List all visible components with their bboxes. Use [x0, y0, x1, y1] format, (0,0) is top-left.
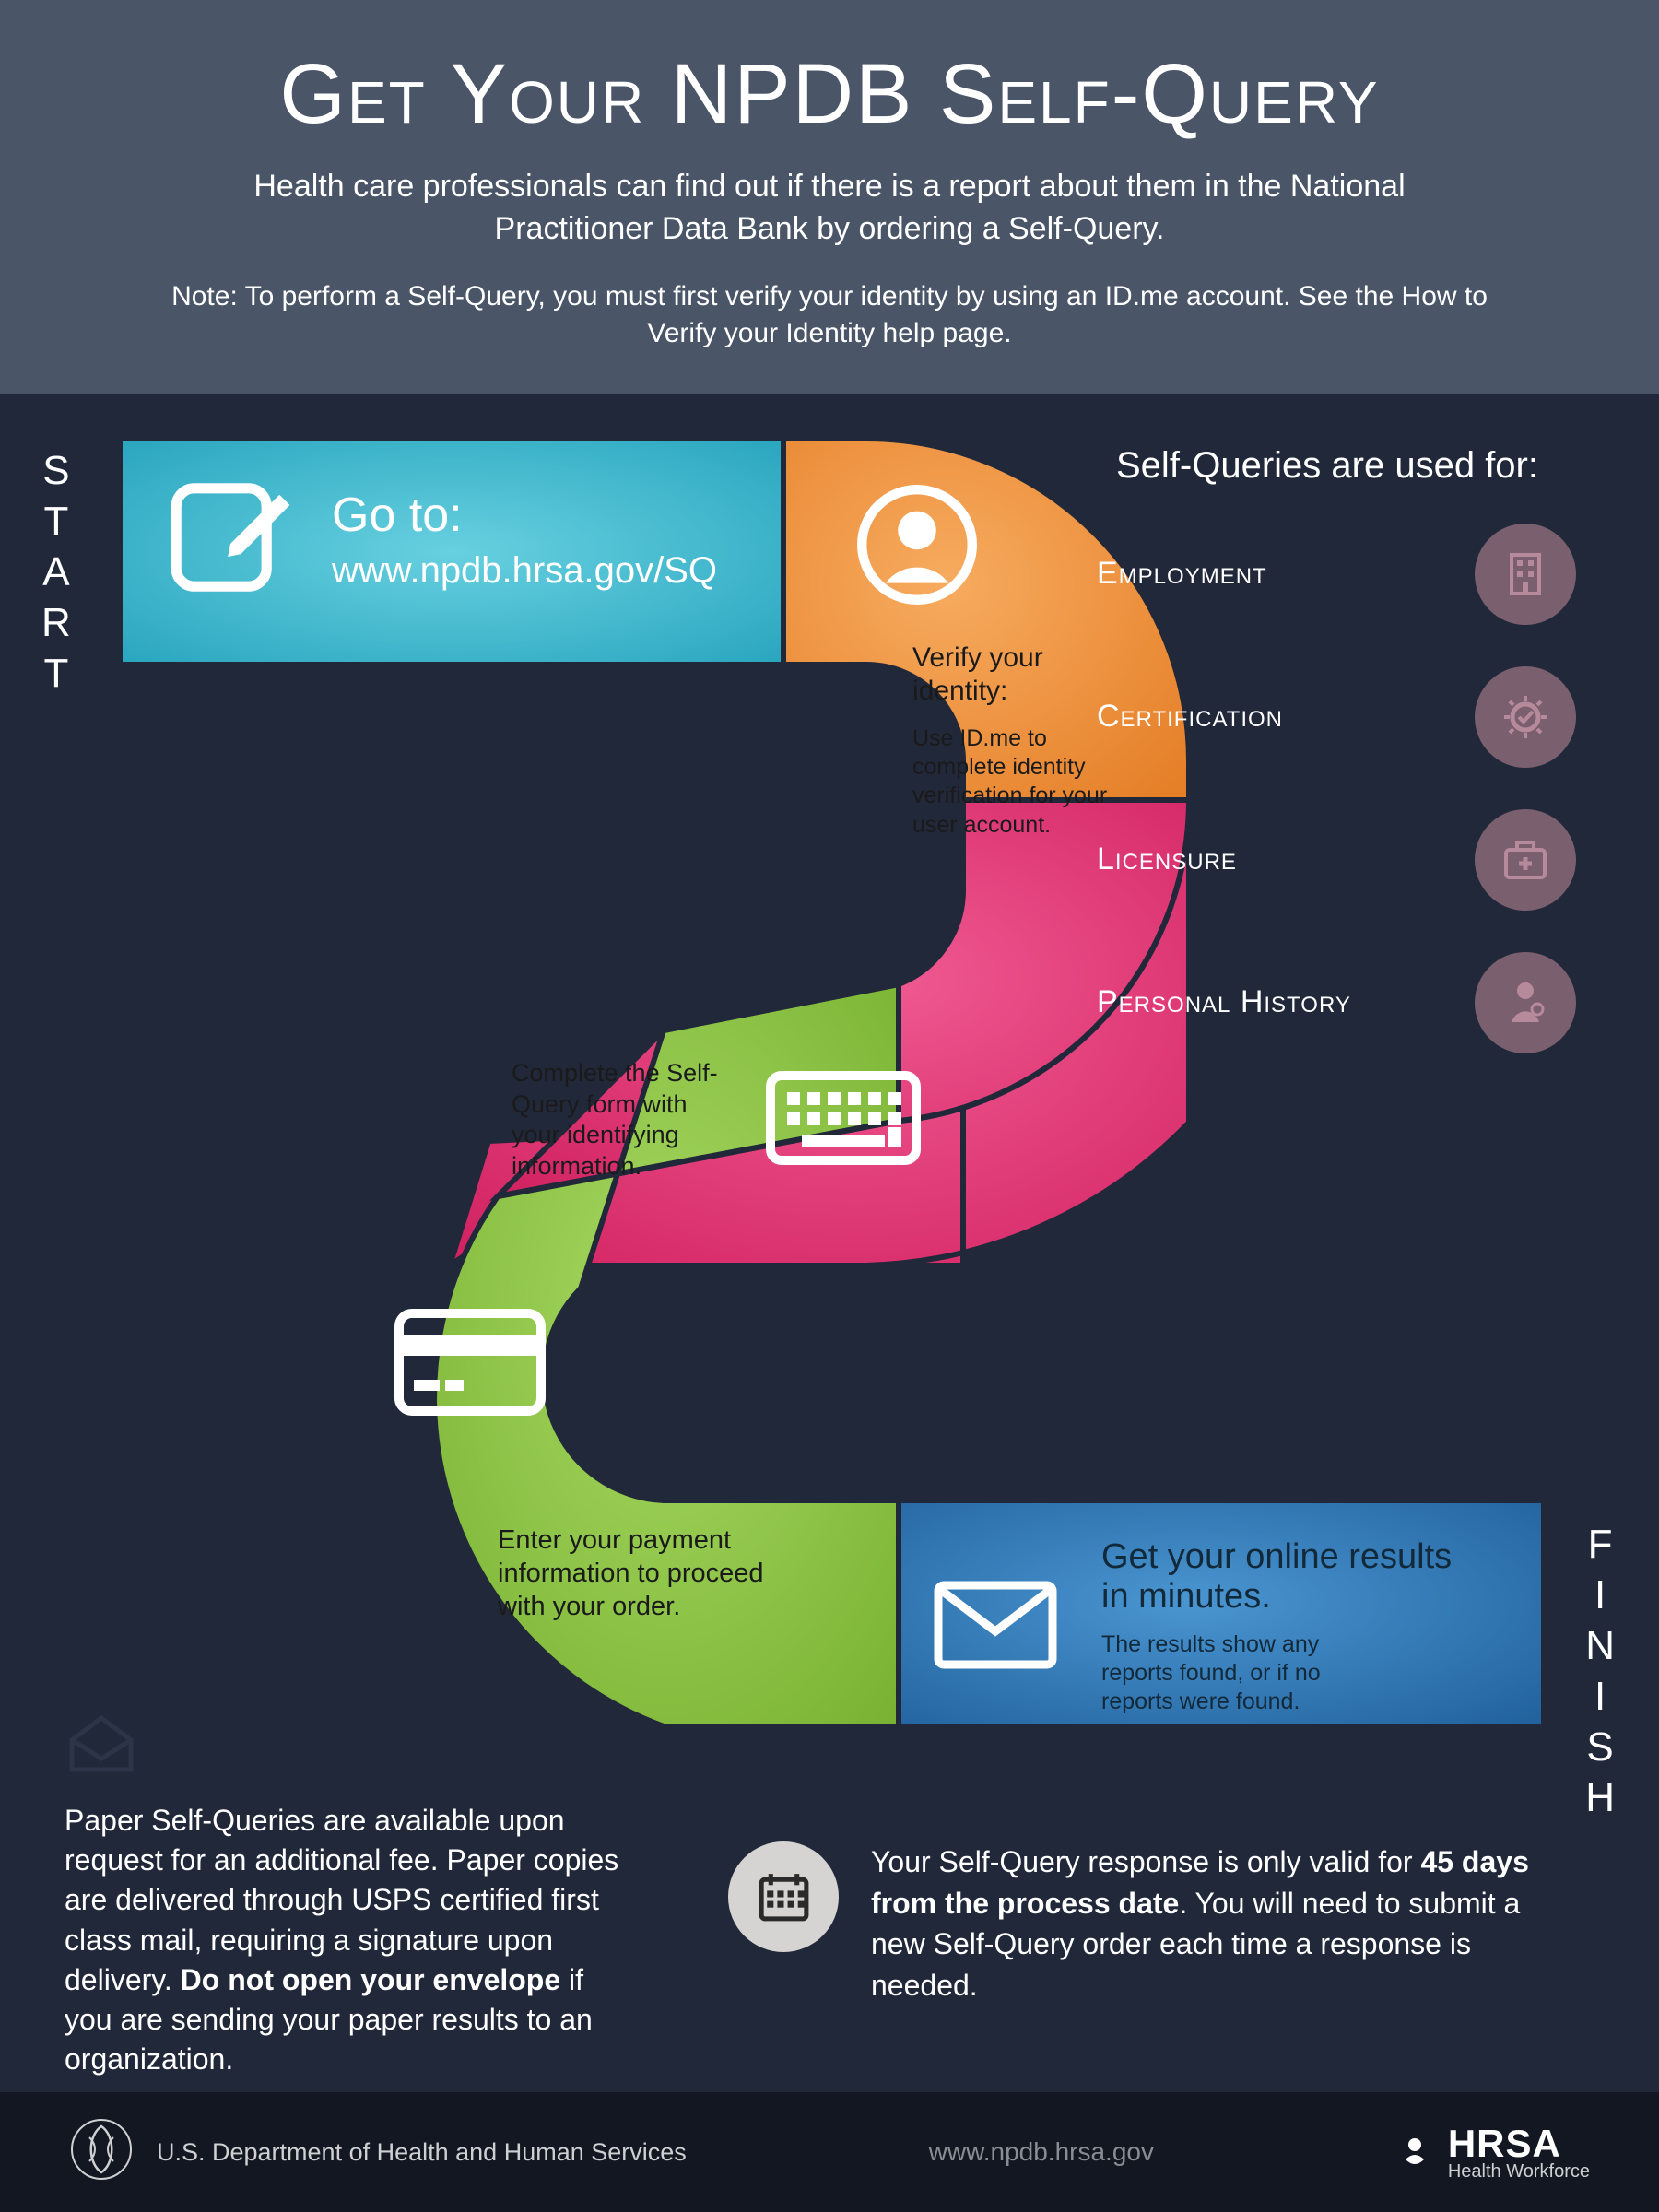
footer-url: www.npdb.hrsa.gov — [929, 2137, 1154, 2167]
step-payment: Enter your payment information to procee… — [364, 1302, 1009, 1624]
step-form-body: Complete the Self-Query form with your i… — [512, 1058, 733, 1182]
step-form: Complete the Self-Query form with your i… — [512, 1058, 1065, 1182]
envelope-icon — [931, 1574, 1060, 1680]
edit-note-icon — [166, 473, 295, 606]
use-item: Personal History — [1097, 952, 1576, 1053]
uses-heading: Self-Queries are used for: — [1078, 445, 1576, 487]
footer-left: U.S. Department of Health and Human Serv… — [69, 2117, 687, 2188]
step-verify-title: Verify your identity: — [857, 641, 1115, 708]
footer-right: HRSA Health Workforce — [1396, 2122, 1590, 2183]
use-label: Personal History — [1097, 984, 1442, 1020]
step-payment-body: Enter your payment information to procee… — [498, 1524, 811, 1624]
step-results: Get your online results in minutes. The … — [931, 1537, 1484, 1717]
paper-note-bold: Do not open your envelope — [181, 1963, 560, 1996]
step-results-body: The results show any reports found, or i… — [1101, 1630, 1387, 1717]
card-icon — [392, 1302, 1009, 1427]
footer-brand: HRSA — [1448, 2122, 1590, 2166]
calendar-icon — [728, 1841, 839, 1952]
step-start-url: www.npdb.hrsa.gov/SQ — [332, 550, 717, 592]
footer-brand-sub: Health Workforce — [1448, 2161, 1590, 2183]
header: Get Your NPDB Self-Query Health care pro… — [0, 0, 1659, 394]
step-results-title: Get your online results in minutes. — [1101, 1537, 1484, 1617]
page-subtitle: Health care professionals can find out i… — [207, 166, 1452, 251]
hhs-seal-icon — [69, 2117, 134, 2188]
use-item: Certification — [1097, 666, 1576, 768]
step-start-title: Go to: — [332, 488, 717, 543]
building-icon — [1475, 524, 1576, 625]
uses-panel: Self-Queries are used for: Employment Cer… — [1078, 445, 1576, 1095]
doctor-icon — [1475, 952, 1576, 1053]
use-label: Licensure — [1097, 841, 1442, 877]
open-envelope-icon — [65, 1712, 636, 1787]
validity-before: Your Self-Query response is only valid f… — [871, 1845, 1420, 1878]
page-note: Note: To perform a Self-Query, you must … — [161, 278, 1498, 353]
main-content: START FINISH — [0, 394, 1659, 2118]
use-item: Employment — [1097, 524, 1576, 625]
validity-note: Your Self-Query response is only valid f… — [728, 1841, 1558, 2006]
seal-icon — [1475, 666, 1576, 768]
use-label: Employment — [1097, 556, 1442, 592]
hrsa-logo-icon — [1396, 2132, 1433, 2173]
step-start: Go to: www.npdb.hrsa.gov/SQ — [166, 473, 737, 606]
medkit-icon — [1475, 809, 1576, 911]
page-title: Get Your NPDB Self-Query — [55, 46, 1604, 143]
paper-note: Paper Self-Queries are available upon re… — [65, 1712, 636, 2080]
step-verify-body: Use ID.me to complete identity verificat… — [857, 724, 1115, 840]
keyboard-icon — [765, 1063, 922, 1178]
use-item: Licensure — [1097, 809, 1576, 911]
footer: U.S. Department of Health and Human Serv… — [0, 2092, 1659, 2212]
footer-dept: U.S. Department of Health and Human Serv… — [157, 2138, 687, 2167]
use-label: Certification — [1097, 699, 1442, 735]
